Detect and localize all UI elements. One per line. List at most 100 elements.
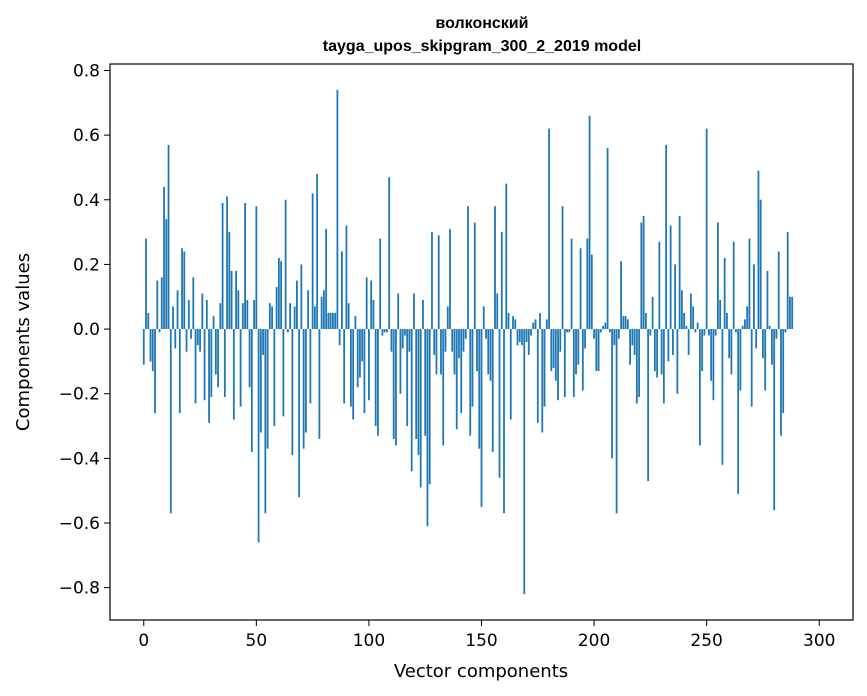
bar (791, 296, 794, 330)
bar (741, 325, 744, 330)
bar (478, 329, 481, 449)
y-tick-label: 0.0 (73, 320, 100, 340)
bar (300, 264, 303, 330)
bar (530, 329, 532, 336)
bar (196, 329, 199, 346)
x-tick-label: 300 (803, 631, 835, 651)
bar (413, 293, 415, 330)
bar (635, 329, 638, 404)
bar (762, 329, 764, 359)
bar (388, 177, 391, 330)
bar (210, 329, 213, 397)
y-tick-label: 0.6 (73, 126, 100, 146)
bar (647, 329, 650, 481)
bar (156, 280, 159, 330)
bar (606, 148, 609, 330)
bar (521, 329, 523, 346)
bar (512, 316, 514, 330)
bar (554, 329, 557, 381)
bar (462, 329, 465, 352)
bar (514, 319, 517, 330)
bar (255, 206, 258, 330)
bar (248, 329, 251, 388)
bar (174, 329, 177, 349)
bar (372, 299, 375, 330)
bar (590, 254, 593, 330)
bar (746, 306, 749, 330)
bar (739, 329, 742, 391)
bar (399, 329, 402, 394)
bar (435, 329, 438, 375)
bar (617, 329, 620, 339)
bar (755, 329, 758, 349)
bar (275, 287, 278, 330)
bar (757, 170, 760, 330)
bar (584, 329, 586, 349)
bar (246, 299, 249, 330)
bar (223, 329, 226, 397)
bar (710, 329, 713, 381)
bar (361, 329, 364, 362)
bar (205, 299, 208, 330)
bar (719, 299, 722, 330)
x-axis-label: Vector components (394, 661, 568, 682)
bar (705, 128, 708, 330)
bar (199, 329, 201, 352)
bar (534, 319, 537, 330)
bar (473, 222, 476, 330)
bar (185, 329, 188, 352)
bar (622, 316, 625, 330)
bar (280, 261, 283, 330)
bar (404, 329, 406, 336)
bar (293, 306, 296, 330)
bar (356, 329, 359, 388)
bar (699, 329, 701, 446)
bar (579, 248, 582, 330)
bar (192, 277, 195, 330)
bar (597, 329, 600, 372)
bar (545, 319, 548, 330)
bar (298, 329, 301, 498)
bar (165, 219, 168, 330)
bar (214, 329, 217, 375)
bar (316, 173, 319, 330)
bar (302, 329, 305, 449)
bar (332, 312, 334, 330)
bar (471, 329, 474, 407)
bar (354, 316, 357, 330)
bar (516, 329, 519, 346)
bar (379, 238, 382, 330)
y-tick-label: 0.4 (73, 191, 100, 211)
bar (304, 329, 307, 433)
bar (608, 329, 611, 333)
bar (503, 329, 505, 514)
bar (424, 329, 427, 436)
bar (226, 196, 228, 330)
bar (786, 232, 789, 330)
bar (500, 232, 503, 330)
bar (309, 329, 312, 404)
bar (656, 329, 659, 378)
bar (145, 238, 147, 330)
bar (498, 329, 501, 478)
bar (714, 329, 717, 336)
bar (750, 329, 753, 407)
x-tick-label: 150 (465, 631, 497, 651)
bar (732, 241, 735, 330)
bar (419, 329, 422, 488)
bar (262, 329, 264, 355)
bar (753, 264, 755, 330)
bar (341, 251, 343, 330)
bar (433, 329, 436, 355)
bar (381, 329, 384, 336)
bar (680, 290, 683, 330)
bar (563, 329, 566, 397)
bar (176, 290, 179, 330)
y-tick-label: −0.8 (59, 579, 100, 599)
bar (665, 144, 668, 330)
bar (766, 270, 769, 330)
bar (212, 316, 215, 330)
bar (345, 225, 348, 330)
bar (401, 329, 404, 349)
bar (203, 329, 206, 401)
